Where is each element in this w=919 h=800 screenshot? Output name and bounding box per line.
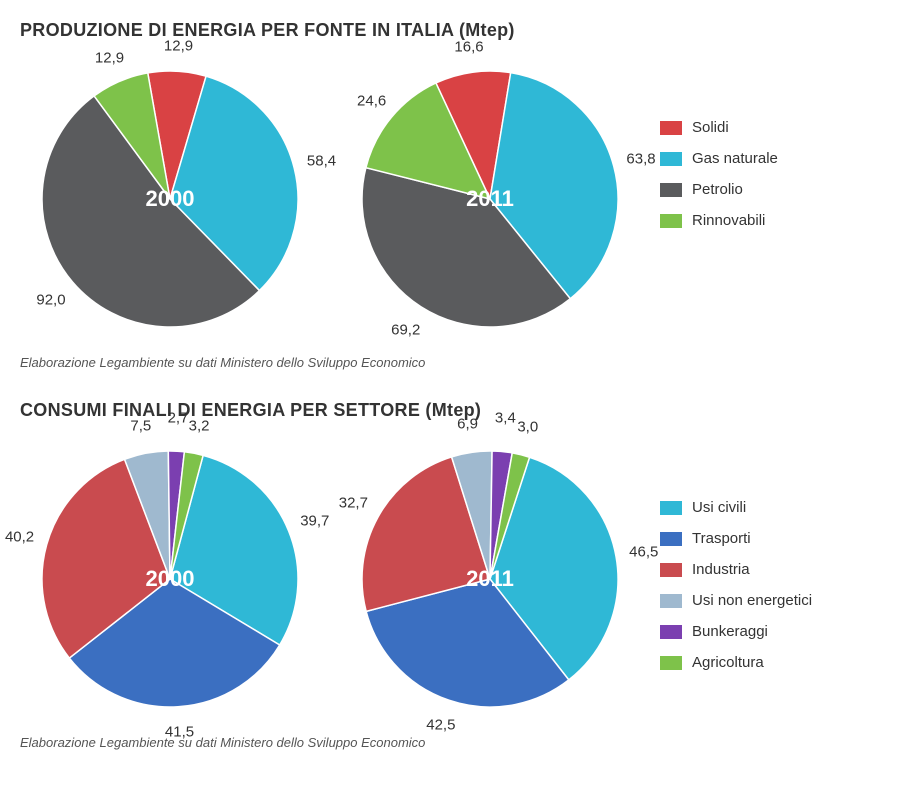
slice-value-label: 3,2 xyxy=(189,417,210,434)
legend-label: Agricoltura xyxy=(692,654,764,671)
section-consumi: CONSUMI FINALI DI ENERGIA PER SETTORE (M… xyxy=(20,400,899,750)
slice-value-label: 63,8 xyxy=(626,151,655,168)
legend-swatch xyxy=(660,152,682,166)
pie-svg xyxy=(20,429,320,729)
legend-item: Industria xyxy=(660,561,812,578)
section2-caption: Elaborazione Legambiente su dati Ministe… xyxy=(20,735,899,750)
legend-item: Trasporti xyxy=(660,530,812,547)
slice-value-label: 41,5 xyxy=(165,724,194,741)
legend-label: Industria xyxy=(692,561,750,578)
legend-label: Solidi xyxy=(692,119,729,136)
pie-svg xyxy=(340,429,640,729)
legend-produzione: Solidi Gas naturale Petrolio Rinnovabili xyxy=(660,49,810,229)
legend-label: Usi non energetici xyxy=(692,592,812,609)
slice-value-label: 39,7 xyxy=(300,512,329,529)
legend-swatch xyxy=(660,183,682,197)
slice-value-label: 3,0 xyxy=(517,419,538,436)
legend-consumi: Usi civili Trasporti Industria Usi non ener… xyxy=(660,429,812,671)
slice-value-label: 7,5 xyxy=(130,417,151,434)
legend-item: Rinnovabili xyxy=(660,212,810,229)
slice-value-label: 58,4 xyxy=(307,153,336,170)
pie-2000-consumi: 39,741,540,27,52,73,22000 xyxy=(20,429,320,729)
section1-charts-row: 12,958,492,012,92000 16,663,869,224,6201… xyxy=(20,49,899,349)
slice-value-label: 3,4 xyxy=(495,410,516,427)
legend-swatch xyxy=(660,501,682,515)
slice-value-label: 69,2 xyxy=(391,322,420,339)
legend-swatch xyxy=(660,532,682,546)
legend-label: Usi civili xyxy=(692,499,746,516)
slice-value-label: 42,5 xyxy=(426,716,455,733)
slice-value-label: 32,7 xyxy=(339,495,368,512)
legend-swatch xyxy=(660,563,682,577)
slice-value-label: 2,7 xyxy=(168,409,189,426)
legend-item: Bunkeraggi xyxy=(660,623,812,640)
legend-swatch xyxy=(660,594,682,608)
slice-value-label: 40,2 xyxy=(5,529,34,546)
legend-label: Bunkeraggi xyxy=(692,623,768,640)
legend-swatch xyxy=(660,121,682,135)
legend-item: Solidi xyxy=(660,119,810,136)
section2-charts-row: 39,741,540,27,52,73,22000 46,542,532,76,… xyxy=(20,429,899,729)
slice-value-label: 16,6 xyxy=(454,38,483,55)
legend-label: Rinnovabili xyxy=(692,212,765,229)
pie-2011-consumi: 46,542,532,76,93,43,02011 xyxy=(340,429,640,729)
legend-item: Usi civili xyxy=(660,499,812,516)
legend-label: Petrolio xyxy=(692,181,743,198)
slice-value-label: 46,5 xyxy=(629,543,658,560)
section-produzione: PRODUZIONE DI ENERGIA PER FONTE IN ITALI… xyxy=(20,20,899,370)
legend-item: Agricoltura xyxy=(660,654,812,671)
legend-item: Usi non energetici xyxy=(660,592,812,609)
legend-label: Trasporti xyxy=(692,530,751,547)
legend-swatch xyxy=(660,214,682,228)
pie-2011-produzione: 16,663,869,224,62011 xyxy=(340,49,640,349)
slice-value-label: 92,0 xyxy=(36,292,65,309)
legend-swatch xyxy=(660,625,682,639)
section1-caption: Elaborazione Legambiente su dati Ministe… xyxy=(20,355,899,370)
slice-value-label: 6,9 xyxy=(457,416,478,433)
legend-swatch xyxy=(660,656,682,670)
legend-item: Petrolio xyxy=(660,181,810,198)
slice-value-label: 12,9 xyxy=(164,37,193,54)
legend-label: Gas naturale xyxy=(692,150,778,167)
legend-item: Gas naturale xyxy=(660,150,810,167)
slice-value-label: 12,9 xyxy=(95,49,124,66)
slice-value-label: 24,6 xyxy=(357,93,386,110)
pie-2000-produzione: 12,958,492,012,92000 xyxy=(20,49,320,349)
